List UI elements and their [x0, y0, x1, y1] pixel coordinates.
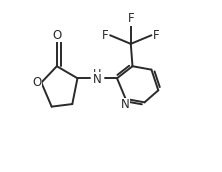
Text: H: H: [93, 69, 101, 79]
Text: F: F: [153, 29, 160, 42]
Text: N: N: [120, 98, 129, 111]
Text: O: O: [52, 29, 61, 42]
Text: F: F: [128, 12, 135, 25]
Text: N: N: [93, 73, 101, 86]
Text: O: O: [32, 76, 41, 89]
Text: F: F: [102, 29, 108, 42]
